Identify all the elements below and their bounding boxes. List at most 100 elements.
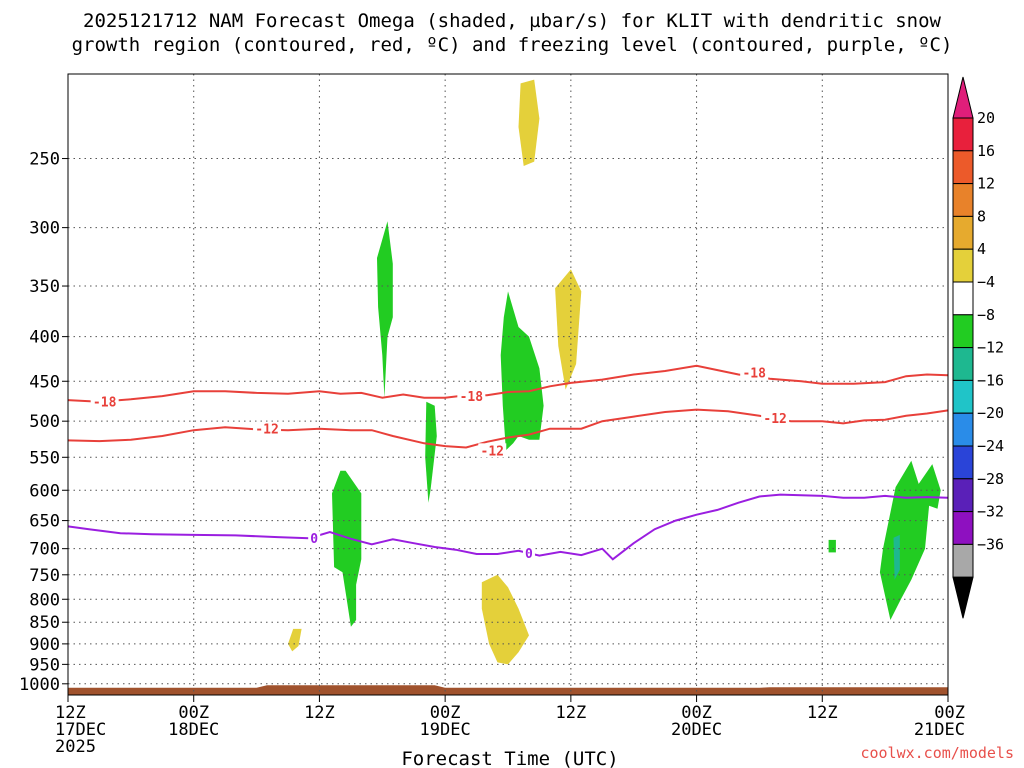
- contour-label-bg: [761, 411, 790, 426]
- credit-text: coolwx.com/models: [860, 744, 1014, 762]
- colorbar-label: 20: [977, 109, 995, 127]
- y-tick-label: 350: [29, 277, 60, 297]
- y-tick-label: 800: [29, 590, 60, 610]
- omega-region-4: [377, 221, 393, 398]
- omega-region-1: [555, 269, 582, 390]
- omega-region-3: [288, 628, 302, 652]
- omega-region-6: [425, 401, 437, 503]
- x-tick-label: 00Z: [681, 703, 712, 723]
- colorbar-segment: [952, 117, 974, 152]
- contour-label: -12: [763, 412, 786, 427]
- colorbar-label: −24: [977, 437, 1004, 455]
- contour-label-bg: [457, 389, 486, 404]
- chart-title-line-1: 2025121712 NAM Forecast Omega (shaded, µ…: [83, 10, 941, 32]
- contour-label: -18: [742, 367, 766, 382]
- colorbar-segment: [952, 379, 974, 414]
- colorbar-segment: [952, 347, 974, 381]
- colorbar-label: −28: [977, 470, 1004, 488]
- colorbar-label: 12: [977, 175, 995, 193]
- y-tick-label: 250: [29, 150, 60, 170]
- y-axis: 2503003504004505005506006507007508008509…: [19, 150, 68, 695]
- colorbar-label: −20: [977, 404, 1004, 422]
- contour-line-2: [67, 493, 949, 561]
- colorbar-segment: [952, 445, 974, 480]
- colorbar-label: −16: [977, 371, 1004, 389]
- colorbar-segment: [952, 150, 974, 185]
- y-tick-label: 400: [29, 328, 60, 348]
- grid: [67, 74, 949, 695]
- colorbar-label: −4: [977, 273, 995, 291]
- colorbar-label: −36: [977, 535, 1004, 553]
- contour-label-bg: [522, 545, 535, 560]
- colorbar-bottom-triangle: [952, 576, 974, 619]
- y-tick-label: 900: [29, 635, 60, 655]
- colorbar-label: 8: [977, 207, 986, 225]
- x-tick-label: 20DEC: [671, 720, 722, 740]
- contour-line-1: [67, 408, 949, 449]
- colorbar-segment: [952, 183, 974, 217]
- colorbar: 20 16 12 8 4 −4 −8 −12 −16 −20 −24 −28 −32 −36: [952, 76, 1004, 619]
- contour-label-bg: [308, 531, 321, 546]
- x-tick-label: 00Z: [178, 703, 209, 723]
- colorbar-segment: [952, 478, 974, 513]
- x-tick-label: 21DEC: [914, 720, 965, 740]
- x-tick-label: 00Z: [934, 703, 965, 723]
- contour-label: -12: [481, 444, 504, 459]
- ground-fill: [68, 685, 948, 695]
- contour-label: -18: [93, 396, 117, 411]
- x-tick-label: 2025: [55, 737, 96, 757]
- y-tick-label: 950: [29, 655, 60, 675]
- x-axis-title: Forecast Time (UTC): [401, 748, 618, 768]
- x-tick-label: 12Z: [807, 703, 838, 723]
- x-tick-label: 17DEC: [55, 720, 106, 740]
- y-tick-label: 1000: [19, 675, 60, 695]
- colorbar-top-triangle: [952, 76, 974, 119]
- colorbar-label: −32: [977, 503, 1004, 521]
- colorbar-segment: [952, 248, 974, 283]
- colorbar-segment: [952, 281, 974, 316]
- plot-frame: [67, 73, 949, 696]
- y-tick-label: 750: [29, 566, 60, 586]
- x-tick-label: 12Z: [555, 703, 586, 723]
- y-tick-label: 300: [29, 219, 60, 239]
- colorbar-segment: [952, 215, 974, 250]
- contour-label-bg: [740, 365, 769, 380]
- colorbar-label: −8: [977, 306, 995, 324]
- omega-region-2: [481, 574, 529, 665]
- colorbar-segment: [952, 511, 974, 545]
- y-tick-label: 550: [29, 448, 60, 468]
- colorbar-label: 16: [977, 142, 995, 160]
- colorbar-label: −12: [977, 339, 1004, 357]
- colorbar-segment: [952, 314, 974, 349]
- omega-shading: [288, 79, 941, 665]
- contours: -18 -18 -18 -12 -12 -12 0 0: [67, 364, 949, 562]
- omega-region-10: [893, 534, 900, 580]
- colorbar-label: 4: [977, 240, 986, 258]
- x-tick-label: 12Z: [55, 703, 86, 723]
- ground-surface: [68, 685, 948, 695]
- omega-region-5: [500, 291, 544, 451]
- x-tick-label: 00Z: [430, 703, 461, 723]
- chart-title-line-2: growth region (contoured, red, ºC) and f…: [72, 34, 953, 56]
- y-tick-label: 650: [29, 512, 60, 532]
- contour-label: 0: [310, 532, 318, 547]
- contour-line-0: [67, 364, 949, 403]
- colorbar-segment: [952, 543, 974, 578]
- contour-label: -18: [460, 390, 484, 405]
- contour-label-bg: [478, 443, 507, 458]
- contour-label: 0: [525, 547, 533, 562]
- y-tick-label: 850: [29, 613, 60, 633]
- omega-region-7: [332, 470, 362, 627]
- omega-region-9: [828, 539, 836, 553]
- y-tick-label: 700: [29, 540, 60, 560]
- colorbar-segment: [952, 412, 974, 447]
- omega-region-8: [879, 460, 941, 620]
- y-tick-label: 600: [29, 481, 60, 501]
- y-tick-label: 500: [29, 412, 60, 432]
- x-tick-label: 18DEC: [168, 720, 219, 740]
- contour-label-bg: [253, 421, 282, 436]
- x-tick-label: 19DEC: [420, 720, 471, 740]
- y-tick-label: 450: [29, 372, 60, 392]
